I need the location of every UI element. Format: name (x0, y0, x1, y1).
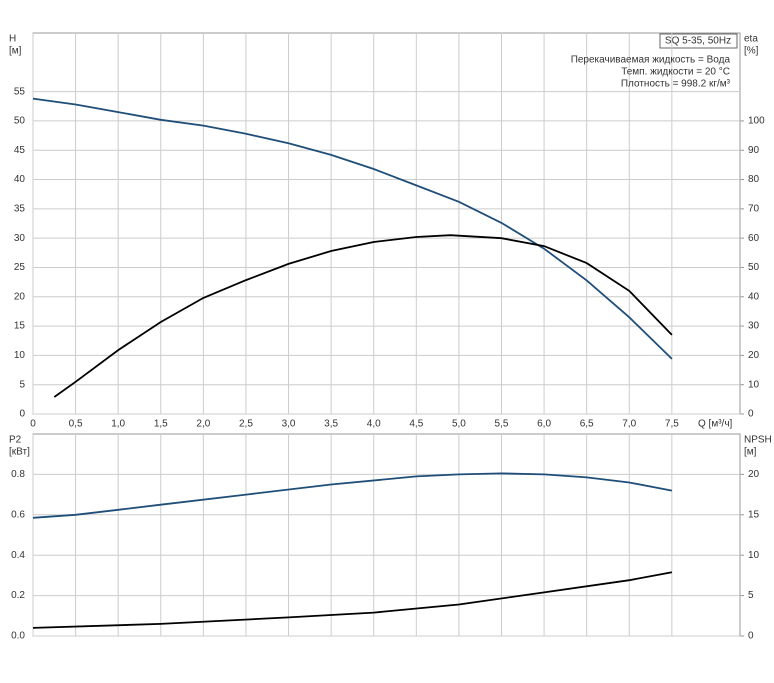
y2-tick-label: 80 (748, 174, 760, 185)
y2-tick-label: 50 (748, 262, 760, 273)
x-tick-label: 5,5 (495, 419, 509, 430)
x-tick-label: 3,0 (282, 419, 296, 430)
y-tick-label: 20 (14, 291, 26, 302)
y2-tick-label: 0 (748, 631, 754, 642)
x-tick-label: 6,0 (537, 419, 551, 430)
y2-tick-label: 0 (748, 409, 754, 420)
annotation: Перекачиваемая жидкость = Вода (571, 55, 731, 66)
y2-tick-label: 70 (748, 203, 760, 214)
y-tick-label: 0.2 (11, 590, 25, 601)
y-tick-label: 25 (14, 262, 26, 273)
x-tick-label: 7,5 (665, 419, 679, 430)
curve (32, 571, 673, 629)
x-tick-label: 1,0 (111, 419, 125, 430)
y2-axis-unit: [%] (744, 46, 759, 57)
annotation: Плотность = 998.2 кг/м³ (621, 79, 731, 90)
curve (32, 97, 673, 360)
y2-tick-label: 10 (748, 379, 760, 390)
x-axis-label: Q [м³/ч] (698, 419, 733, 430)
plot-frame (32, 32, 741, 415)
y2-tick-label: 90 (748, 145, 760, 156)
y-tick-label: 55 (14, 86, 26, 97)
y2-axis-label: eta (744, 34, 758, 45)
y-tick-label: 5 (19, 379, 25, 390)
y2-tick-label: 20 (748, 469, 760, 480)
y-tick-label: 0.0 (11, 631, 25, 642)
curve (53, 234, 673, 398)
y-tick-label: 0.6 (11, 509, 25, 520)
x-tick-label: 0,5 (69, 419, 83, 430)
x-tick-label: 3,5 (324, 419, 338, 430)
y-tick-label: 30 (14, 233, 26, 244)
y-tick-label: 0.4 (11, 550, 25, 561)
y2-axis-unit: [м] (744, 447, 757, 458)
y2-tick-label: 100 (748, 116, 765, 127)
x-tick-label: 5,0 (452, 419, 466, 430)
y-axis-unit: [м] (9, 46, 22, 57)
curve (32, 472, 673, 519)
y-axis-unit: [кВт] (9, 447, 30, 458)
y-tick-label: 35 (14, 203, 26, 214)
y2-axis-label: NPSH (744, 435, 772, 446)
x-tick-label: 7,0 (622, 419, 636, 430)
y2-tick-label: 60 (748, 233, 760, 244)
x-tick-label: 2,5 (239, 419, 253, 430)
y2-tick-label: 10 (748, 550, 760, 561)
y-tick-label: 0.8 (11, 469, 25, 480)
x-tick-label: 0 (30, 419, 36, 430)
y-axis-label: H (9, 34, 16, 45)
y-axis-label: P2 (9, 435, 22, 446)
x-tick-label: 4,5 (409, 419, 423, 430)
y2-tick-label: 15 (748, 509, 760, 520)
chart-title: SQ 5-35, 50Hz (665, 36, 731, 47)
y-tick-label: 50 (14, 116, 26, 127)
y2-tick-label: 30 (748, 321, 760, 332)
annotation: Темп. жидкости = 20 °C (621, 67, 730, 78)
y-tick-label: 10 (14, 350, 26, 361)
x-tick-label: 2,0 (196, 419, 210, 430)
y-tick-label: 40 (14, 174, 26, 185)
y-tick-label: 15 (14, 321, 26, 332)
y2-tick-label: 20 (748, 350, 760, 361)
y2-tick-label: 5 (748, 590, 754, 601)
y-tick-label: 0 (19, 409, 25, 420)
plot-frame (32, 433, 741, 637)
y-tick-label: 45 (14, 145, 26, 156)
title-box (659, 33, 738, 49)
x-tick-label: 6,5 (580, 419, 594, 430)
x-tick-label: 4,0 (367, 419, 381, 430)
x-tick-label: 1,5 (154, 419, 168, 430)
y2-tick-label: 40 (748, 291, 760, 302)
